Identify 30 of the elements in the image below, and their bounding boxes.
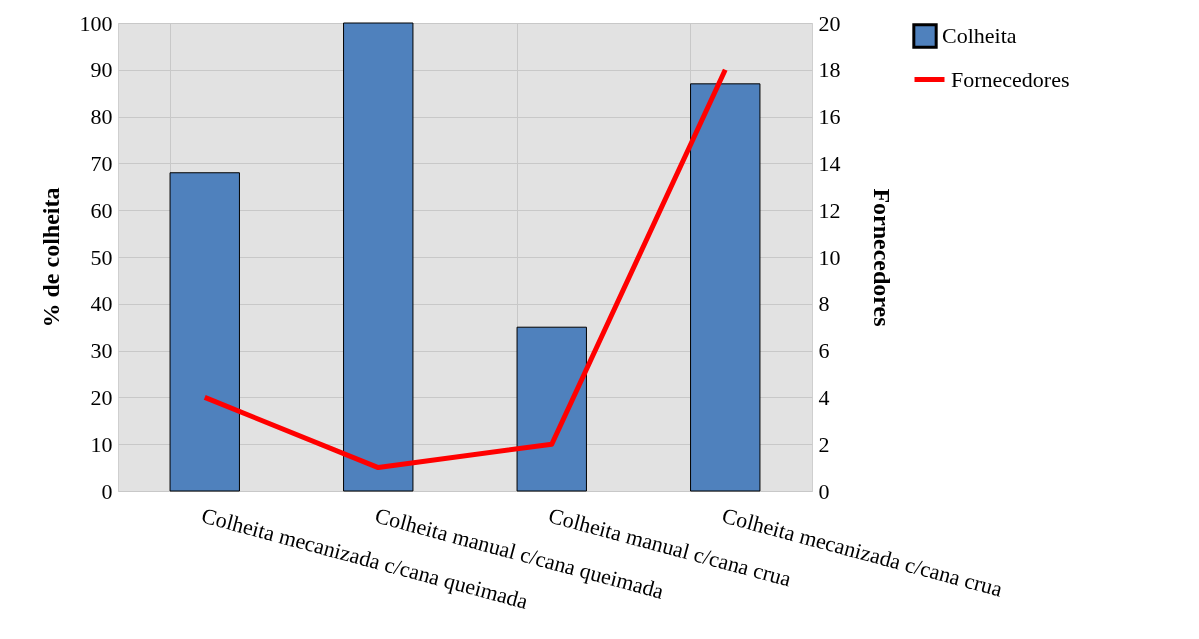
- y2-tick-label: 0: [818, 478, 830, 504]
- y2-tick-label: 14: [818, 150, 841, 176]
- y-tick-label: 80: [90, 104, 113, 130]
- bar: [169, 172, 240, 492]
- y-tick-label: 20: [90, 384, 113, 410]
- y2-tick-label: 2: [818, 431, 830, 457]
- y2-axis-title: Fornecedores: [868, 188, 895, 327]
- y2-tick-label: 10: [818, 244, 841, 270]
- y-tick-label: 60: [90, 197, 113, 223]
- y-tick-label: 70: [90, 150, 113, 176]
- bar: [690, 83, 761, 492]
- y2-tick-label: 16: [818, 104, 841, 130]
- y2-tick-label: 8: [818, 291, 830, 317]
- y2-tick-label: 12: [818, 197, 841, 223]
- y-tick-label: 100: [79, 10, 113, 36]
- y2-tick-label: 6: [818, 338, 830, 364]
- y-tick-label: 0: [101, 478, 113, 504]
- y2-tick-label: 4: [818, 384, 830, 410]
- y-tick-label: 40: [90, 291, 113, 317]
- y2-tick-label: 20: [818, 10, 841, 36]
- y2-tick-label: 18: [818, 57, 841, 83]
- legend-label: Fornecedores: [951, 66, 1070, 92]
- y-axis-title: % de colheita: [37, 187, 64, 328]
- legend-label: Colheita: [942, 23, 1017, 48]
- y-tick-label: 50: [90, 244, 113, 270]
- bar: [343, 22, 414, 492]
- y-tick-label: 30: [90, 338, 113, 364]
- bar: [516, 326, 587, 492]
- y-tick-label: 90: [90, 57, 113, 83]
- y-tick-label: 10: [90, 431, 113, 457]
